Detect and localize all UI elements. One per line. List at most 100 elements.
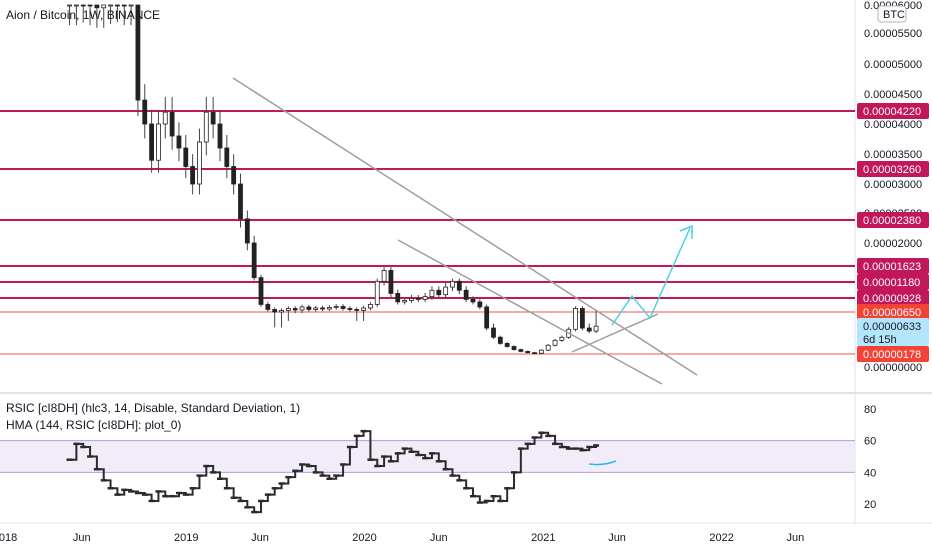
candle[interactable] [368, 302, 373, 311]
candle[interactable] [115, 4, 120, 23]
candle[interactable] [142, 84, 148, 139]
price-pane[interactable] [0, 0, 932, 525]
candle[interactable] [415, 295, 421, 303]
candle[interactable] [504, 342, 510, 348]
candle[interactable] [381, 267, 387, 286]
candle[interactable] [285, 306, 291, 321]
candle[interactable] [511, 345, 517, 351]
candle[interactable] [388, 267, 394, 298]
candle[interactable] [244, 210, 250, 251]
candle-body [429, 289, 435, 298]
candle[interactable] [279, 308, 284, 328]
candle[interactable] [238, 173, 243, 228]
time-axis[interactable]: 018 Jun 2019 Jun 2020 Jun 2021 Jun 2022 Jun [0, 532, 804, 544]
candle[interactable] [231, 154, 237, 195]
candle[interactable] [573, 306, 578, 332]
candle[interactable] [121, 4, 127, 26]
candle[interactable] [87, 4, 93, 26]
candle[interactable] [374, 278, 380, 307]
candle[interactable] [326, 305, 332, 312]
candle-body [545, 344, 551, 351]
candle[interactable] [224, 135, 230, 179]
rsi-line[interactable] [69, 430, 598, 514]
candle[interactable] [354, 307, 360, 321]
candle-body [224, 147, 230, 167]
candle[interactable] [579, 306, 585, 331]
candle[interactable] [306, 304, 312, 312]
candle[interactable] [409, 295, 414, 304]
trendline-support[interactable] [571, 313, 659, 353]
candle[interactable] [429, 286, 435, 300]
candle[interactable] [463, 286, 469, 303]
candle[interactable] [251, 235, 257, 281]
candle[interactable] [436, 286, 442, 299]
candle[interactable] [456, 278, 462, 295]
trendline-lower[interactable] [397, 239, 663, 385]
candle[interactable] [532, 351, 537, 355]
candle[interactable] [292, 306, 298, 314]
candle[interactable] [525, 350, 531, 354]
candle[interactable] [470, 296, 476, 305]
candle[interactable] [101, 4, 107, 28]
candle[interactable] [593, 311, 599, 334]
candle[interactable] [361, 305, 366, 321]
candle[interactable] [135, 4, 141, 116]
level-badge [857, 212, 929, 228]
candle[interactable] [340, 304, 346, 311]
drawings-layer[interactable] [232, 77, 698, 385]
candle[interactable] [67, 4, 72, 26]
projection-path[interactable] [611, 227, 691, 326]
candle[interactable] [545, 344, 551, 352]
candle[interactable] [183, 135, 189, 179]
candle[interactable] [443, 282, 449, 299]
candle[interactable] [518, 348, 524, 353]
candle[interactable] [313, 305, 319, 312]
candle[interactable] [491, 323, 496, 339]
candle[interactable] [272, 307, 278, 328]
candle[interactable] [320, 305, 325, 312]
candle[interactable] [422, 292, 428, 303]
candle[interactable] [484, 304, 490, 331]
trendline-upper[interactable] [232, 77, 698, 376]
candle[interactable] [552, 338, 558, 347]
price-axis[interactable]: 0.000060000.000055000.000050000.00004500… [857, 0, 929, 511]
candle[interactable] [80, 4, 86, 23]
candle[interactable] [128, 4, 134, 26]
candle[interactable] [217, 109, 223, 162]
candle[interactable] [73, 4, 79, 26]
candle[interactable] [169, 96, 175, 150]
candle[interactable] [197, 128, 202, 195]
currency-badge[interactable] [877, 5, 907, 23]
candle[interactable] [210, 96, 216, 139]
candle[interactable] [203, 96, 209, 156]
candle[interactable] [347, 306, 353, 312]
candle[interactable] [477, 299, 483, 310]
time-tick-label: Jun [786, 532, 804, 544]
candle[interactable] [497, 335, 503, 345]
rsi-pane[interactable] [0, 429, 855, 514]
candle[interactable] [586, 323, 592, 334]
candle[interactable] [538, 349, 544, 354]
candle[interactable] [94, 4, 100, 28]
candle[interactable] [265, 302, 271, 312]
candle[interactable] [450, 278, 455, 292]
candle-body [491, 327, 496, 338]
candle[interactable] [333, 304, 339, 310]
candle[interactable] [258, 274, 264, 307]
candle-body [333, 306, 339, 308]
candle-body [128, 4, 134, 7]
rsi-tick-label: 40 [864, 467, 876, 479]
hma-line[interactable] [588, 460, 617, 466]
candle[interactable] [176, 122, 182, 162]
candle-body [586, 327, 592, 332]
candle[interactable] [402, 297, 408, 305]
candle[interactable] [190, 154, 196, 195]
candle[interactable] [559, 335, 565, 342]
candle[interactable] [162, 96, 168, 139]
candle[interactable] [156, 109, 161, 173]
candle[interactable] [395, 289, 401, 305]
candle[interactable] [149, 109, 154, 173]
candle[interactable] [299, 304, 305, 314]
candle[interactable] [108, 4, 113, 25]
